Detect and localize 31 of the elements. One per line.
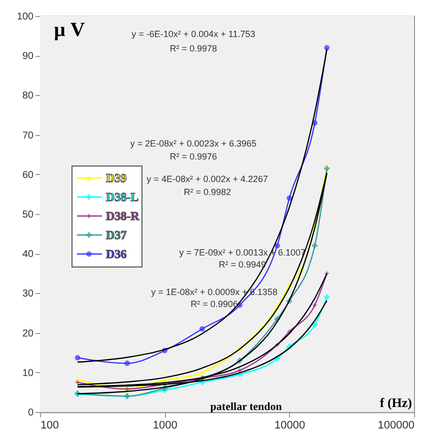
x-tick-label: 100000 bbox=[378, 420, 414, 432]
y-tick-label: 40 bbox=[22, 249, 34, 260]
legend-label: D39 bbox=[106, 171, 127, 185]
annotation: R² = 0.9978 bbox=[170, 43, 218, 54]
annotation: R² = 0.9949 bbox=[218, 259, 266, 270]
x-tick-label: 100 bbox=[40, 420, 59, 432]
annotation: R² = 0.9982 bbox=[184, 187, 231, 198]
legend-label: D38-L bbox=[106, 190, 139, 204]
annotation: patellar tendon bbox=[210, 400, 282, 413]
y-tick-label: 90 bbox=[22, 51, 34, 62]
legend-label: D38-R bbox=[106, 209, 140, 223]
y-tick-label: 20 bbox=[22, 328, 34, 340]
x-axis-title: f (Hz) bbox=[380, 395, 412, 410]
y-tick-label: 50 bbox=[22, 210, 34, 220]
annotation: R² = 0.9906 bbox=[190, 298, 238, 309]
x-tick-label: 1000 bbox=[152, 420, 178, 432]
y-tick-label: 80 bbox=[22, 90, 34, 102]
legend-label: D37 bbox=[106, 228, 127, 242]
y-tick-label: 10 bbox=[22, 368, 34, 379]
y-tick-label: 30 bbox=[22, 288, 34, 300]
annotation: y = 2E-08x² + 0.0023x + 6.3965 bbox=[130, 138, 257, 149]
y-tick-label: 60 bbox=[22, 170, 34, 181]
annotation: y = -6E-10x² + 0.004x + 11.753 bbox=[132, 28, 256, 39]
y-tick-label: 0 bbox=[28, 408, 34, 418]
x-tick-label: 10000 bbox=[274, 420, 306, 432]
annotation: R² = 0.9976 bbox=[170, 152, 218, 162]
y-axis-title: μ V bbox=[54, 19, 86, 41]
legend-label: D36 bbox=[106, 247, 127, 261]
y-tick-label: 70 bbox=[22, 130, 34, 142]
annotation: y = 4E-08x² + 0.002x + 4.2267 bbox=[146, 174, 268, 184]
y-tick-label: 100 bbox=[16, 12, 34, 22]
